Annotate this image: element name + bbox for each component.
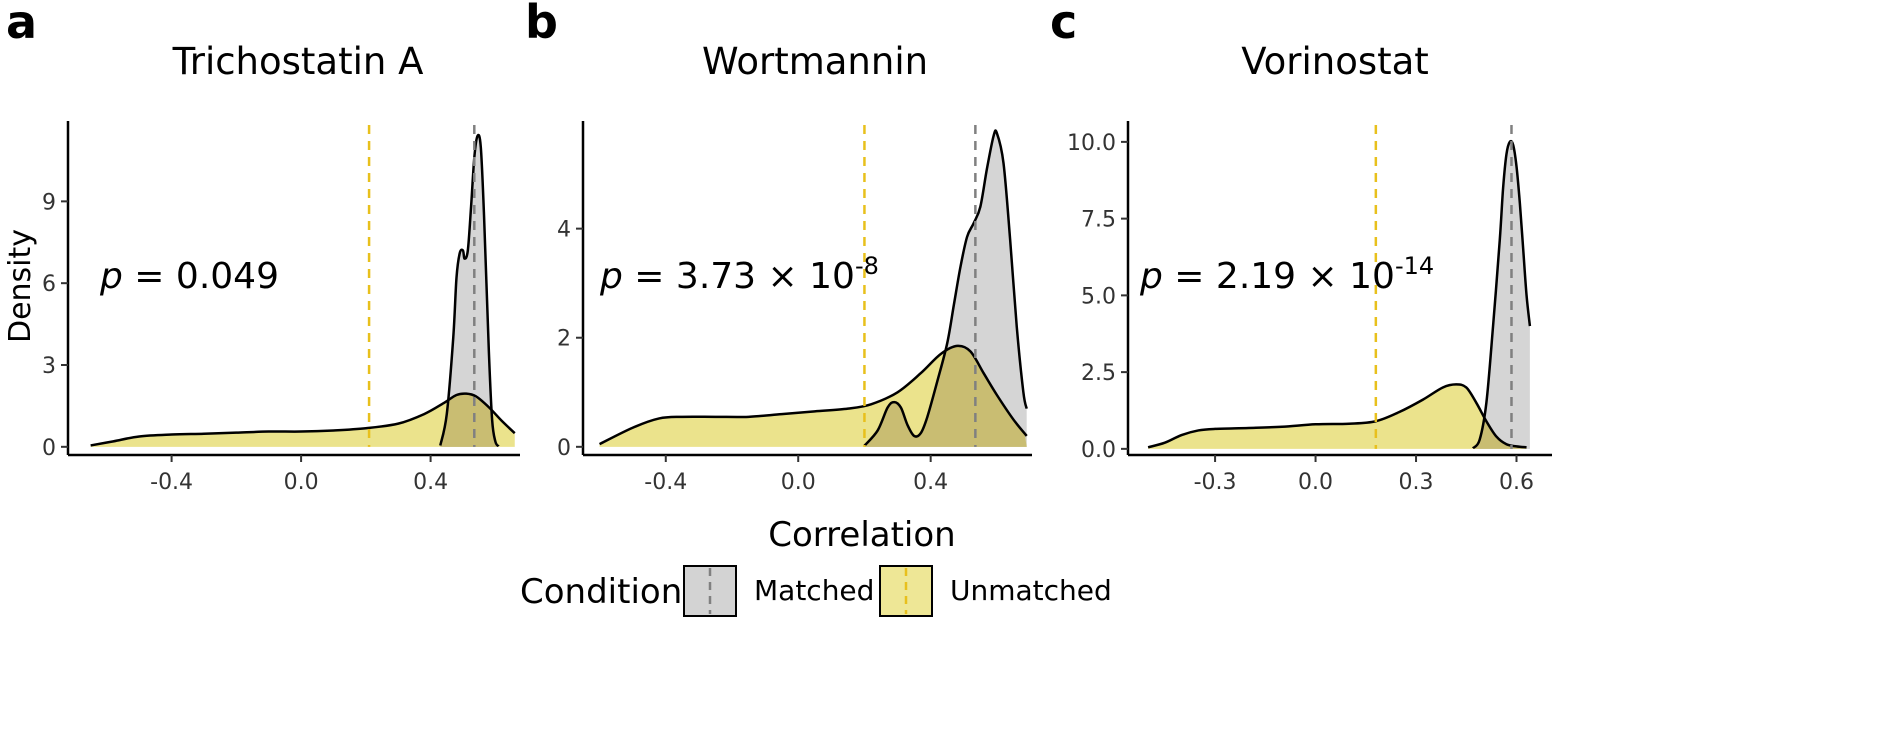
pvalue-symbol-a: p (99, 256, 123, 297)
density-overlap-c (1472, 417, 1527, 449)
panel-title-c: Vorinostat (1241, 40, 1429, 83)
y-tick-label-a: 3 (42, 354, 56, 379)
density-area-matched-b (864, 130, 1027, 447)
pvalue-exponent-b: -8 (855, 252, 879, 280)
x-tick-label-c: 0.6 (1499, 470, 1534, 495)
y-tick-label-b: 2 (557, 327, 571, 352)
x-tick-label-b: -0.4 (644, 470, 687, 495)
plot-area-a: 0 3 6 9 -0.4 0.0 0.4 (42, 121, 520, 495)
x-tick-label-c: 0.0 (1298, 470, 1333, 495)
density-line-matched-a (439, 133, 500, 448)
legend: Condition Matched Unmatched (520, 565, 1112, 617)
panel-b: b Wortmannin 0 2 4 -0.4 0.0 0.4 p = 3.73 × 10… (525, 0, 1032, 495)
density-area-matched-c (1472, 141, 1530, 449)
y-tick-label-c: 7.5 (1081, 208, 1116, 233)
pvalue-annotation-b: p = 3.73 × 10-8 (599, 252, 879, 297)
density-line-matched-b (863, 129, 1028, 447)
panel-title-b: Wortmannin (702, 40, 928, 83)
density-area-matched-a (440, 134, 499, 447)
x-tick-label-a: -0.4 (150, 470, 193, 495)
x-tick-label-a: 0.4 (413, 470, 448, 495)
panel-a: a Trichostatin A 0 3 6 9 -0.4 0.0 0.4 p = 0.04… (6, 0, 520, 495)
density-area-unmatched-a (90, 393, 515, 447)
density-area-unmatched-b (599, 345, 1027, 447)
y-tick-label-b: 0 (557, 436, 571, 461)
pvalue-symbol-c: p (1139, 256, 1163, 297)
pvalue-text-c: = 2.19 × 10 (1163, 256, 1395, 297)
panel-title-a: Trichostatin A (172, 40, 424, 83)
pvalue-annotation-a: p = 0.049 (99, 256, 279, 297)
density-line-unmatched-b (599, 344, 1028, 446)
density-line-matched-c (1471, 139, 1532, 450)
x-axis-label: Correlation (768, 515, 955, 555)
legend-title: Condition (520, 572, 682, 612)
legend-item-matched: Matched (683, 565, 874, 617)
y-tick-label-b: 4 (557, 218, 571, 243)
pvalue-text-b: = 3.73 × 10 (623, 256, 855, 297)
density-line-unmatched-a (90, 392, 516, 447)
y-tick-label-c: 0.0 (1081, 438, 1116, 463)
legend-label-matched: Matched (754, 574, 874, 607)
plot-area-c: 0.0 2.5 5.0 7.5 10.0 -0.3 0.0 0.3 0.6 (1067, 121, 1552, 495)
panel-letter-a: a (6, 0, 37, 49)
y-tick-label-c: 2.5 (1081, 361, 1116, 386)
pvalue-symbol-b: p (599, 256, 623, 297)
density-overlap-a (440, 393, 499, 447)
y-tick-label-a: 0 (42, 436, 56, 461)
x-tick-label-b: 0.0 (781, 470, 816, 495)
pvalue-exponent-c: -14 (1395, 252, 1434, 280)
x-tick-label-c: 0.3 (1399, 470, 1434, 495)
x-tick-label-a: 0.0 (284, 470, 319, 495)
x-tick-label-c: -0.3 (1194, 470, 1237, 495)
y-tick-label-a: 6 (42, 272, 56, 297)
y-tick-label-c: 5.0 (1081, 284, 1116, 309)
pvalue-annotation-c: p = 2.19 × 10-14 (1139, 252, 1434, 297)
panel-letter-b: b (525, 0, 558, 49)
y-tick-label-c: 10.0 (1067, 131, 1116, 156)
panel-c: c Vorinostat 0.02.55.07.510.0-0.3 0.0 0.3 0… (1050, 0, 1552, 495)
density-line-unmatched-c (1147, 383, 1527, 449)
plot-area-b: 0 2 4 -0.4 0.0 0.4 (557, 121, 1032, 495)
x-tick-label-b: 0.4 (913, 470, 948, 495)
y-axis-label: Density (3, 229, 38, 343)
legend-label-unmatched: Unmatched (950, 574, 1112, 607)
y-tick-label-a: 9 (42, 190, 56, 215)
density-area-unmatched-c (1148, 384, 1527, 449)
panel-letter-c: c (1050, 0, 1077, 49)
legend-item-unmatched: Unmatched (879, 565, 1112, 617)
pvalue-text-a: = 0.049 (123, 256, 279, 297)
